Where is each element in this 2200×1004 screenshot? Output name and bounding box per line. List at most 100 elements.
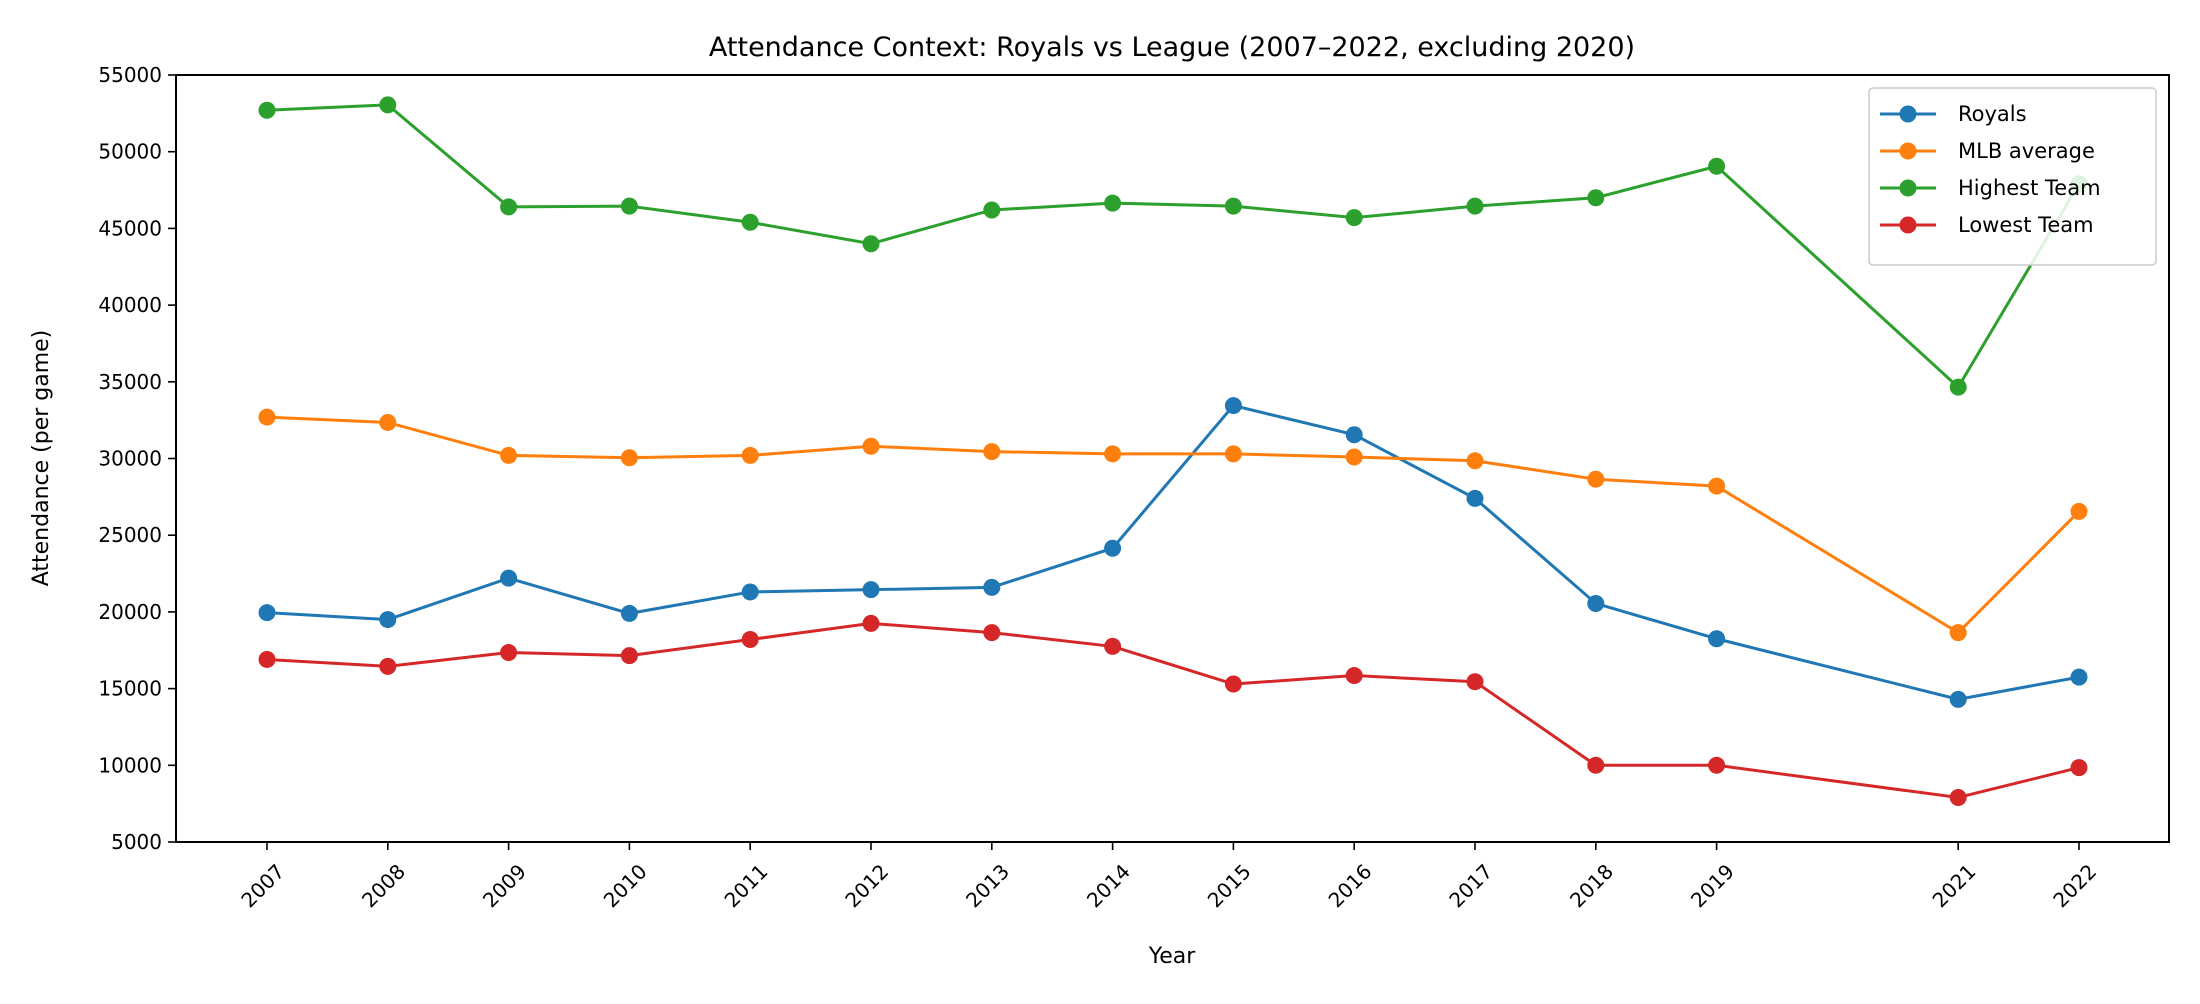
series-line [266,403,2080,701]
y-tick-label: 5000 [111,830,162,854]
data-point [862,437,880,455]
data-point [1466,452,1484,470]
axes-frame [175,74,2170,843]
data-point [1708,630,1726,648]
data-point [2070,668,2088,686]
series-highest-team [258,96,2088,396]
x-tick-label: 2008 [357,859,410,912]
data-point [983,201,1001,219]
data-point [379,413,397,431]
x-tick-label: 2019 [1686,859,1739,912]
x-tick-label: 2009 [478,859,531,912]
legend-marker [1899,105,1917,123]
data-point [258,101,276,119]
x-tick-label: 2014 [1082,859,1135,912]
data-point [1708,157,1726,175]
x-tick-label: 2021 [1928,859,1981,912]
x-tick-label: 2007 [236,859,289,912]
data-point [1949,690,1967,708]
x-tick-label: 2013 [961,859,1014,912]
legend-item: MLB average [1880,139,2095,163]
y-tick-label: 50000 [98,140,162,164]
plot-area [258,96,2088,807]
data-point [620,604,638,622]
data-point [741,446,759,464]
data-point [1708,477,1726,495]
y-tick-label: 55000 [98,63,162,87]
data-point [500,446,518,464]
y-tick-label: 45000 [98,216,162,240]
data-point [1104,194,1122,212]
legend-label: Highest Team [1958,176,2101,200]
data-point [1587,189,1605,207]
legend-label: Lowest Team [1958,213,2094,237]
data-point [1949,624,1967,642]
data-point [1949,789,1967,807]
series-line [266,103,2081,390]
data-point [1587,594,1605,612]
legend: Royals MLB average Highest Team Lowest Team [1868,87,2157,266]
x-tick-label: 2018 [1565,859,1618,912]
y-tick-label: 20000 [98,600,162,624]
legend-label: Royals [1958,102,2027,126]
data-point [741,213,759,231]
data-point [620,197,638,215]
legend-marker [1899,179,1917,197]
data-point [620,647,638,665]
data-point [1587,756,1605,774]
data-point [500,198,518,216]
legend-label: MLB average [1958,139,2095,163]
data-point [620,449,638,467]
data-point [500,569,518,587]
series-line [266,415,2081,635]
y-tick-label: 25000 [98,523,162,547]
y-axis-label: Attendance (per game) [29,330,54,587]
series-lowest-team [258,614,2088,807]
data-point [1345,667,1363,685]
x-tick-label: 2012 [840,859,893,912]
data-point [1345,426,1363,444]
data-point [1466,489,1484,507]
legend-item: Lowest Team [1880,213,2094,237]
legend-box [1868,87,2157,266]
series-royals [258,397,2088,708]
legend-marker [1899,142,1917,160]
legend-marker [1899,216,1917,234]
chart-title: Attendance Context: Royals vs League (20… [709,32,1635,63]
data-point [1466,197,1484,215]
y-tick-label: 10000 [98,753,162,777]
data-point [983,578,1001,596]
legend-item: Royals [1880,102,2027,126]
x-tick-label: 2017 [1444,859,1497,912]
data-point [1104,637,1122,655]
x-axis-label: Year [1148,944,1197,969]
x-tick-label: 2011 [720,859,773,912]
x-axis: 2007 2008 2009 2010 2011 2012 2013 2014 2015 2016… [236,842,2101,912]
data-point [1224,675,1242,693]
x-tick-label: 2010 [599,859,652,912]
data-point [2070,502,2088,520]
data-point [379,657,397,675]
x-tick-label: 2015 [1203,859,1256,912]
data-point [1104,539,1122,557]
data-point [1345,209,1363,227]
y-axis: 5000 10000 15000 20000 25000 30000 35000 40000 4… [98,63,176,854]
data-point [862,614,880,632]
y-tick-label: 15000 [98,677,162,701]
data-point [741,631,759,649]
x-tick-label: 2016 [1324,859,1377,912]
data-point [500,644,518,662]
data-point [862,235,880,253]
data-point [1708,756,1726,774]
legend-item: Highest Team [1880,176,2101,200]
x-tick-label: 2022 [2048,859,2101,912]
data-point [1466,673,1484,691]
series-mlb-average [258,408,2088,642]
y-tick-label: 30000 [98,447,162,471]
data-point [379,611,397,629]
data-point [983,443,1001,461]
data-point [1224,397,1242,415]
data-point [1587,470,1605,488]
data-point [1224,197,1242,215]
data-point [258,408,276,426]
